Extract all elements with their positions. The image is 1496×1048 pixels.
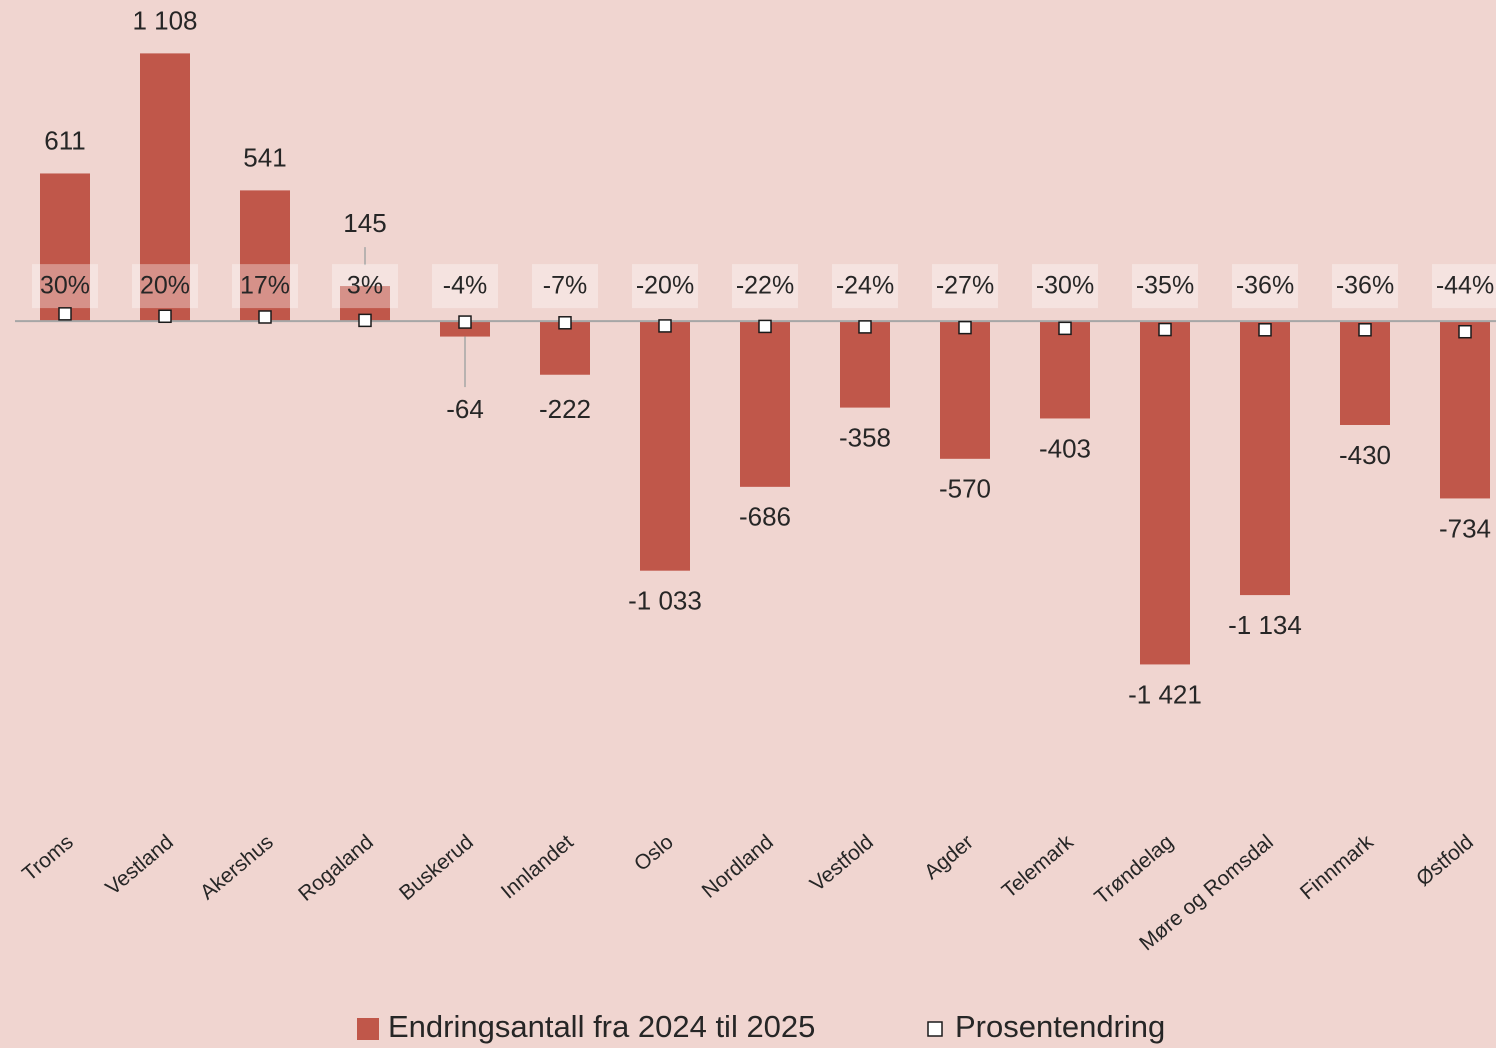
percent-label-box [732,264,798,309]
bar [640,321,690,571]
percent-label: -27% [936,272,994,300]
percent-label: -22% [736,272,794,300]
bar [1040,321,1090,419]
percent-label-box [932,264,998,309]
percent-label-box [1332,264,1398,309]
percent-label-box [132,264,198,309]
marker [1458,324,1472,339]
percent-label: 20% [140,272,190,300]
bar [1340,321,1390,425]
legend-swatch [927,1021,943,1037]
marker [58,307,72,321]
data-label: -1 134 [1228,610,1302,640]
bar [140,53,190,322]
percent-label-box [832,264,898,309]
marker [958,320,972,335]
marker [1158,322,1172,337]
percent-label: -36% [1236,272,1294,300]
marker [258,310,272,324]
percent-label: -30% [1036,272,1094,300]
bar [540,321,590,375]
percent-label: -44% [1436,272,1494,300]
marker [1258,323,1272,337]
marker [1058,321,1072,336]
data-label: -570 [939,474,991,504]
percent-label: -24% [836,272,894,300]
data-label: -430 [1339,440,1391,470]
data-label: 611 [44,125,85,155]
percent-label: -7% [543,272,587,300]
percent-label-box [1132,264,1198,309]
bar [40,173,90,322]
percent-label-box [232,264,298,309]
percent-label: -36% [1336,272,1394,300]
data-label: 541 [243,142,286,172]
marker [1358,323,1372,337]
data-label: 145 [343,208,386,238]
percent-label-box [532,264,598,309]
bar [240,190,290,322]
percent-label-box [32,264,98,309]
percent-label-box [432,264,498,309]
percent-label: 30% [40,272,90,300]
data-label: -358 [839,422,891,452]
marker [458,315,472,329]
marker [358,313,372,328]
data-label: -1 421 [1128,679,1202,709]
bar [1440,321,1490,499]
legend-label: Endringsantall fra 2024 til 2025 [388,1009,815,1044]
percent-label: -35% [1136,272,1194,300]
percent-label-box [1232,264,1298,309]
percent-label: 3% [347,272,383,300]
bar [1240,321,1290,596]
legend-swatch [357,1018,379,1040]
bar [440,321,490,337]
bar [840,321,890,408]
data-label: -1 033 [628,586,702,616]
bar [940,321,990,459]
data-label: -64 [446,394,484,424]
percent-label: 17% [240,272,290,300]
percent-label: -4% [443,272,487,300]
percent-label: -20% [636,272,694,300]
percent-label-box [1032,264,1098,309]
percent-label-box [332,264,398,309]
data-label: 1 108 [132,5,197,35]
bar [740,321,790,487]
marker [658,319,672,333]
marker [158,309,172,324]
legend-label: Prosentendring [955,1009,1165,1044]
data-label: -403 [1039,433,1091,463]
percent-label-box [632,264,698,309]
marker [758,319,772,334]
marker [558,316,572,330]
data-label: -734 [1439,513,1491,543]
marker [858,320,872,334]
data-label: -686 [739,502,791,532]
data-label: -222 [539,394,591,424]
percent-label-box [1432,264,1496,309]
bar [1140,321,1190,665]
